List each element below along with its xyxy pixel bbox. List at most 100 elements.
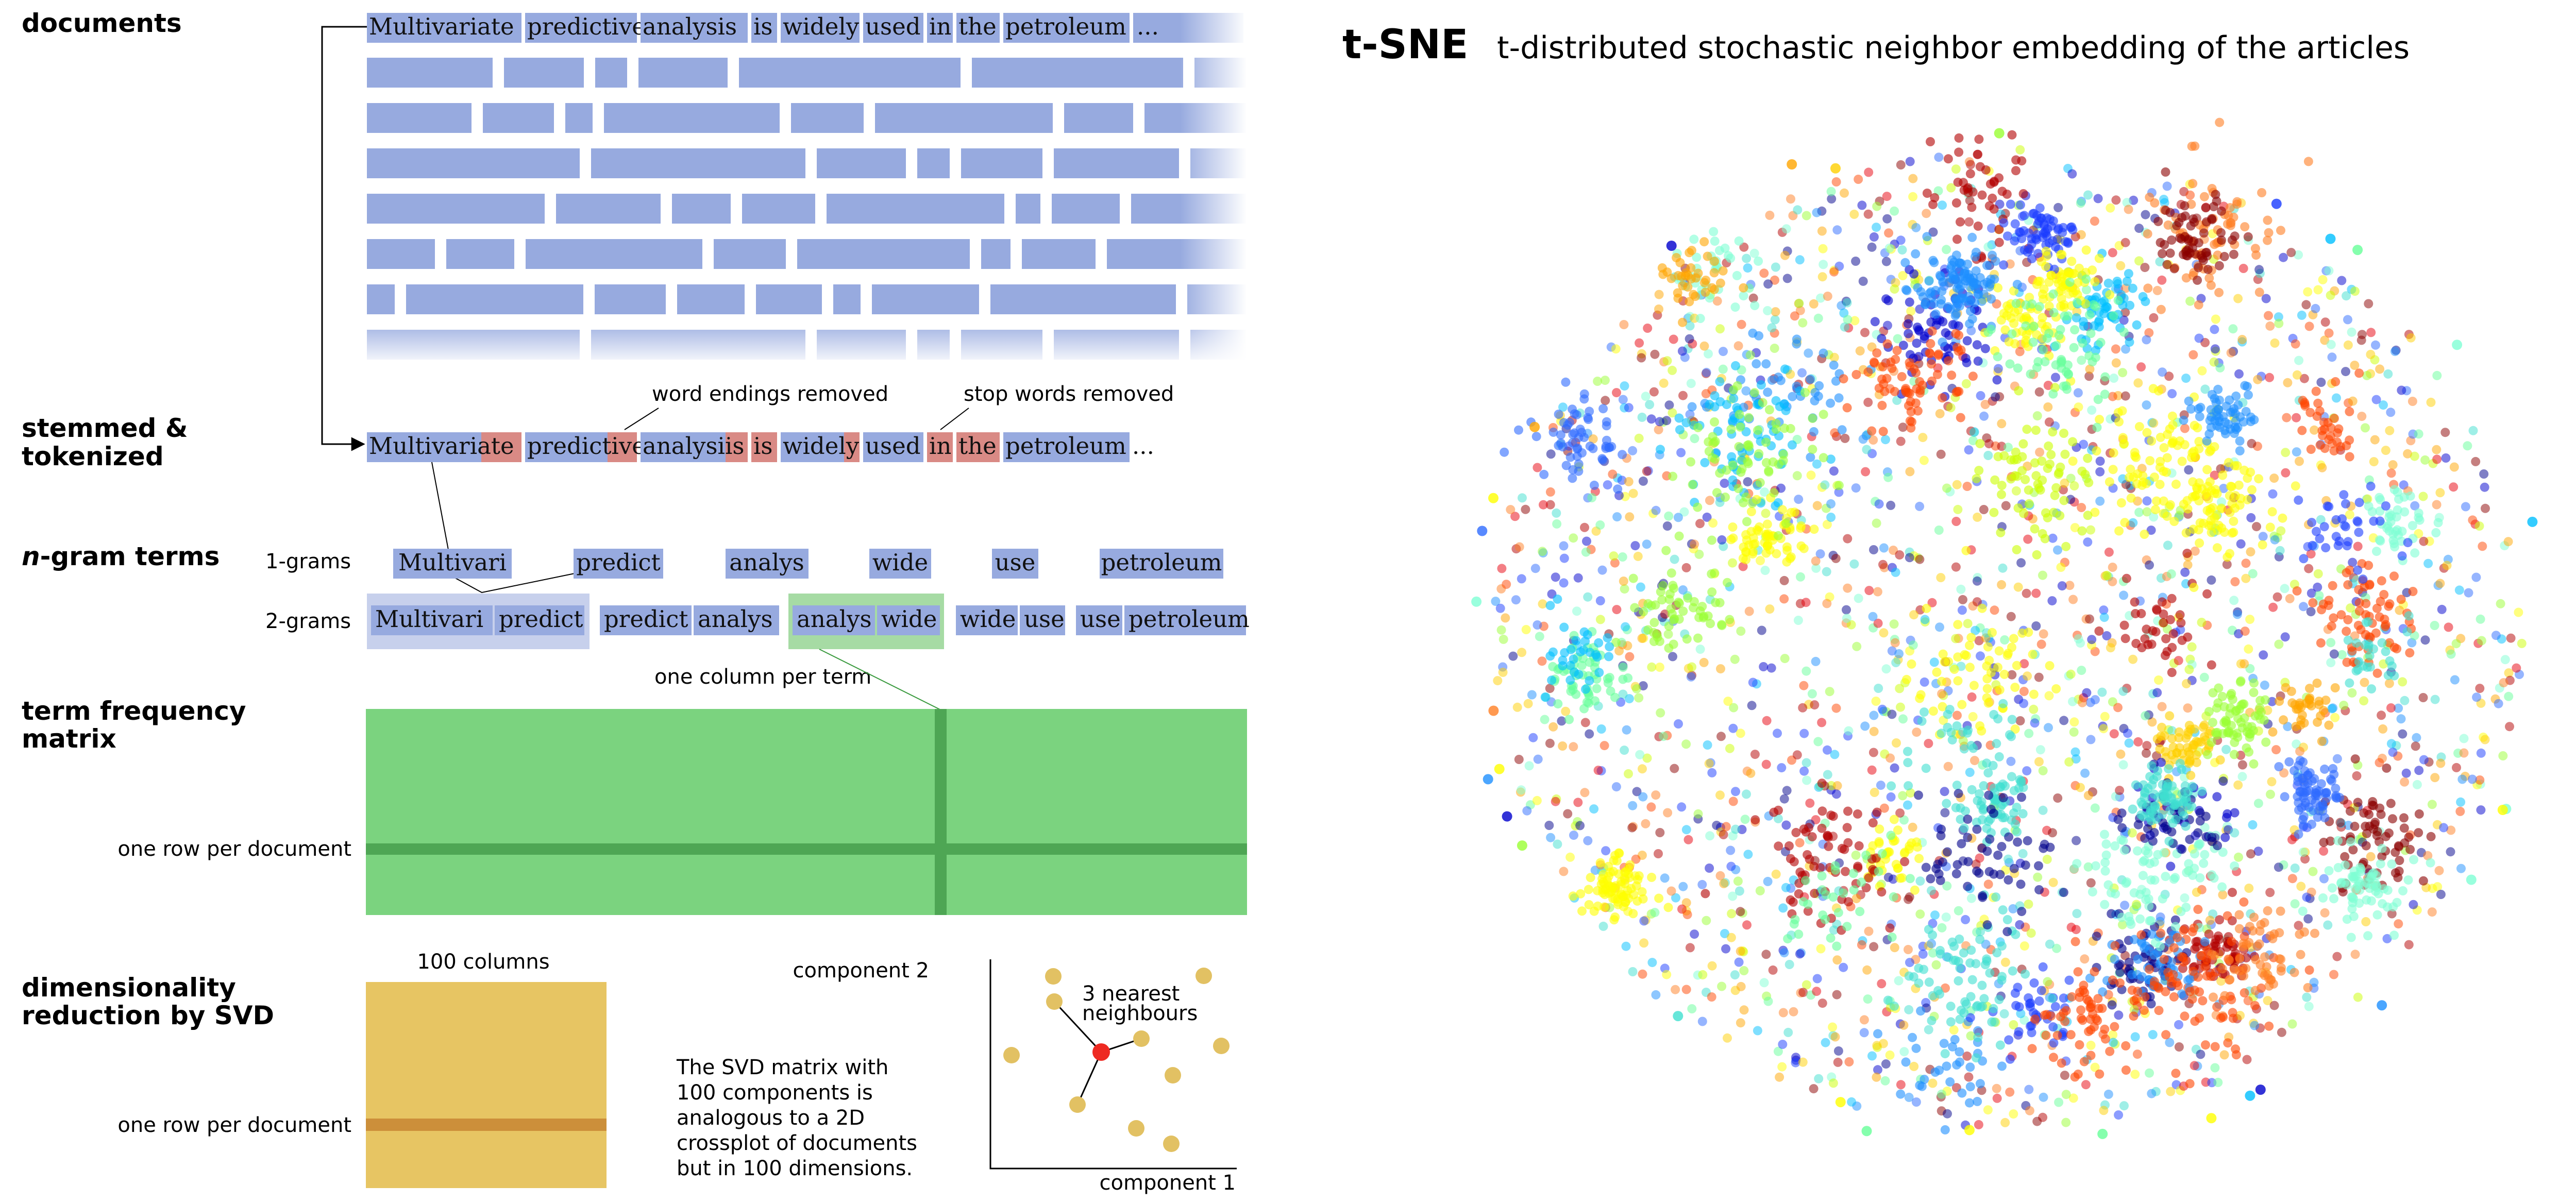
tsne-point: [1760, 487, 1770, 497]
tsne-point: [2219, 251, 2229, 261]
tsne-point: [2015, 775, 2025, 785]
tsne-point: [2258, 532, 2268, 541]
tsne-point: [1890, 763, 1899, 773]
tsne-point: [2319, 417, 2329, 427]
tsne-point: [1795, 255, 1805, 265]
tsne-point: [1561, 706, 1571, 716]
tsne-point: [2332, 393, 2341, 403]
tsne-point: [2125, 917, 2135, 926]
tsne-point: [1954, 147, 1964, 157]
tsne-point: [1802, 775, 1812, 785]
tsne-point: [2039, 629, 2048, 639]
tsne-point: [1699, 657, 1709, 667]
tsne-point: [2006, 756, 2016, 766]
tsne-point: [1831, 553, 1841, 563]
tsne-point: [2183, 560, 2193, 570]
tsne-point: [1935, 949, 1945, 959]
tsne-point: [2120, 308, 2130, 317]
tsne-point: [1763, 996, 1773, 1006]
tsne-point: [1737, 319, 1746, 329]
tsne-point: [1975, 789, 1984, 799]
tsne-point: [1611, 637, 1621, 647]
tsne-point: [1814, 1074, 1824, 1084]
tsne-point: [2336, 610, 2346, 620]
tsne-point: [2143, 283, 2153, 293]
tsne-point: [1645, 400, 1655, 410]
token-removed-part: is: [753, 432, 773, 460]
tsne-point: [1971, 859, 1981, 869]
tsne-point: [1606, 686, 1615, 696]
tsne-point: [2033, 249, 2043, 259]
tsne-point: [2259, 650, 2268, 660]
tsne-point: [1559, 541, 1569, 551]
tsne-point: [2009, 1020, 2018, 1029]
tsne-point: [1949, 941, 1959, 951]
tsne-point: [2157, 597, 2167, 607]
tsne-point: [2312, 412, 2322, 421]
tsne-point: [2217, 882, 2227, 892]
tsne-point: [1715, 871, 1725, 881]
tsne-point: [2456, 864, 2466, 873]
tsne-point: [2265, 888, 2275, 898]
tsne-point: [2252, 522, 2261, 532]
tsne-point: [1872, 223, 1881, 232]
tsne-point: [1971, 959, 1981, 969]
tsne-point: [2295, 747, 2305, 756]
tsne-point: [1936, 299, 1946, 309]
document-line-segment: [677, 284, 745, 314]
tsne-point: [2185, 190, 2195, 200]
tsne-point: [2108, 577, 2117, 586]
tsne-point: [1916, 287, 1926, 297]
tsne-point: [1796, 572, 1805, 582]
tsne-point: [2384, 828, 2394, 838]
tsne-point: [2394, 703, 2403, 713]
bigram-pair: Multivari predict: [371, 605, 584, 635]
unigram-term: Multivari: [398, 549, 507, 576]
tsne-point: [2212, 1002, 2222, 1012]
tsne-point: [2117, 406, 2127, 416]
tsne-point: [2080, 768, 2090, 778]
tsne-point: [2324, 866, 2334, 876]
tsne-point: [1544, 821, 1554, 830]
tsne-point: [2213, 841, 2223, 851]
tsne-point: [1770, 344, 1779, 353]
tsne-point: [1916, 690, 1926, 700]
tsne-point: [2165, 1038, 2175, 1047]
tsne-point: [1657, 595, 1667, 605]
tsne-point: [2268, 489, 2278, 499]
tsne-point: [2003, 854, 2013, 864]
tsne-point: [1868, 818, 1878, 828]
tsne-point: [1972, 1053, 1981, 1063]
tsne-point: [1973, 512, 1982, 522]
tsne-point: [1792, 750, 1802, 760]
tsne-point: [2092, 446, 2101, 456]
tsne-point: [2202, 436, 2212, 446]
tsne-point: [1868, 435, 1878, 445]
tsne-point: [1899, 1020, 1909, 1030]
tsne-point: [1699, 341, 1709, 351]
tsne-point: [1810, 700, 1820, 710]
tsne-point: [2326, 658, 2336, 668]
tsne-point: [2305, 684, 2314, 693]
document-ellipsis: ...: [1137, 13, 1159, 40]
tsne-point: [1889, 892, 1898, 902]
tsne-point: [2050, 490, 2060, 500]
tsne-point: [2210, 1042, 2220, 1052]
tsne-point: [1707, 961, 1717, 971]
tsne-point: [1551, 572, 1560, 582]
tsne-point: [2011, 447, 2021, 457]
tsne-point: [1847, 1097, 1857, 1107]
tsne-point: [2216, 1013, 2226, 1023]
tsne-point: [1656, 708, 1665, 718]
tsne-point: [2142, 496, 2152, 506]
tsne-point: [1664, 621, 1674, 631]
tsne-point: [1926, 287, 1936, 297]
neighbour-link: [1076, 1052, 1102, 1105]
tsne-point: [2386, 739, 2396, 749]
tsne-point: [2138, 857, 2148, 867]
bigram-term: use: [1080, 605, 1121, 633]
documents-to-stemmed-connector: [321, 26, 367, 451]
tsne-point: [2294, 921, 2303, 930]
tsne-point: [1559, 553, 1569, 563]
tsne-point: [1996, 528, 2006, 537]
